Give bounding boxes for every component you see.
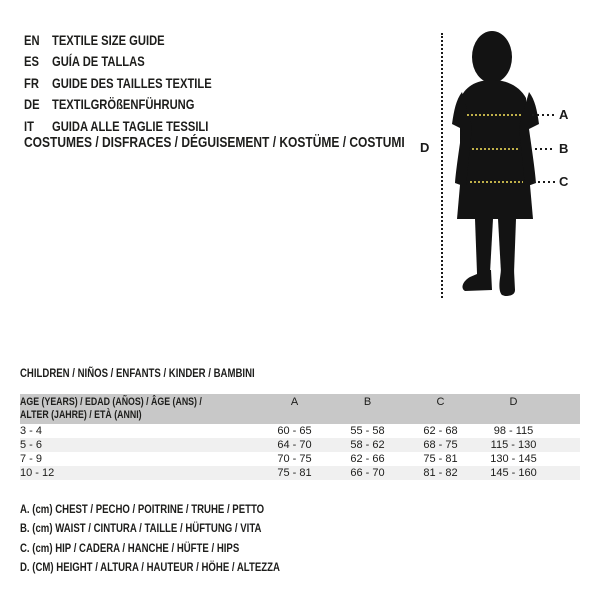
- chest-cell: 64 - 70: [277, 439, 312, 451]
- language-label: GUIDA ALLE TAGLIE TESSILI: [52, 117, 209, 134]
- language-label: GUÍA DE TALLAS: [52, 53, 145, 70]
- language-label: TEXTILE SIZE GUIDE: [52, 32, 165, 48]
- height-cell: 115 - 130: [490, 439, 537, 451]
- column-header-a: A: [290, 396, 299, 408]
- language-code: EN: [24, 32, 40, 48]
- row-spacer: [550, 466, 580, 480]
- legend-chest: A. (cm) CHEST / PECHO / POITRINE / TRUHE…: [20, 502, 265, 516]
- language-code: FR: [24, 74, 39, 91]
- row-spacer: [550, 424, 580, 438]
- chest-cell: 60 - 65: [277, 425, 312, 437]
- silhouette-head: [472, 31, 512, 83]
- height-measure-line: [441, 33, 443, 298]
- table-title-text: CHILDREN / NIÑOS / ENFANTS / KINDER / BA…: [20, 366, 255, 380]
- hip-cell: 75 - 81: [423, 453, 458, 465]
- measurement-legend: A. (cm) CHEST / PECHO / POITRINE / TRUHE…: [20, 500, 345, 577]
- height-cell: 145 - 160: [490, 467, 537, 479]
- language-label: TEXTILGRÖßENFÜHRUNG: [52, 96, 195, 113]
- header-spacer: [550, 394, 580, 424]
- age-cell: 7 - 9: [20, 453, 43, 465]
- age-cell: 5 - 6: [20, 439, 43, 451]
- table-row: 3 - 4 60 - 65 55 - 58 62 - 68 98 - 115: [20, 424, 580, 438]
- waist-label: B: [559, 141, 569, 156]
- height-cell: 130 - 145: [490, 453, 537, 465]
- table-title: CHILDREN / NIÑOS / ENFANTS / KINDER / BA…: [20, 366, 313, 380]
- age-cell: 10 - 12: [20, 467, 55, 479]
- waist-cell: 62 - 66: [350, 453, 385, 465]
- age-header-line2: ALTER (JAHRE) / ETÀ (ANNI): [20, 409, 142, 421]
- language-row: ES GUÍA DE TALLAS: [24, 51, 252, 72]
- legend-height: D. (CM) HEIGHT / ALTURA / HAUTEUR / HÖHE…: [20, 559, 280, 574]
- silhouette-right-leg: [498, 219, 516, 273]
- silhouette-left-leg: [475, 219, 493, 273]
- legend-hip: C. (cm) HIP / CADERA / HANCHE / HÜFTE / …: [20, 540, 240, 555]
- silhouette-shorts: [457, 185, 533, 219]
- age-header-line1: AGE (YEARS) / EDAD (AÑOS) / ÂGE (ANS) /: [20, 396, 202, 408]
- language-code: DE: [24, 96, 40, 113]
- age-cell: 3 - 4: [20, 425, 43, 437]
- language-row: FR GUIDE DES TAILLES TEXTILE: [24, 73, 252, 94]
- waist-cell: 66 - 70: [350, 467, 385, 479]
- hip-label: C: [559, 174, 569, 189]
- height-label: D: [420, 140, 430, 155]
- chest-cell: 75 - 81: [277, 467, 312, 479]
- waist-line-dotted: [535, 148, 555, 150]
- legend-line: A. (cm) CHEST / PECHO / POITRINE / TRUHE…: [20, 500, 345, 519]
- silhouette-torso: [460, 80, 530, 187]
- column-header-d: D: [509, 396, 518, 408]
- language-row: IT GUIDA ALLE TAGLIE TESSILI: [24, 116, 252, 137]
- hip-cell: 81 - 82: [423, 467, 458, 479]
- silhouette-right-foot: [499, 270, 515, 296]
- table-row: 7 - 9 70 - 75 62 - 66 75 - 81 130 - 145: [20, 452, 580, 466]
- height-cell: 98 - 115: [493, 425, 534, 437]
- legend-line: D. (CM) HEIGHT / ALTURA / HAUTEUR / HÖHE…: [20, 558, 345, 577]
- table-row: 5 - 6 64 - 70 58 - 62 68 - 75 115 - 130: [20, 438, 580, 452]
- chest-cell: 70 - 75: [277, 453, 312, 465]
- table-row: 10 - 12 75 - 81 66 - 70 81 - 82 145 - 16…: [20, 466, 580, 480]
- language-code: ES: [24, 53, 39, 70]
- waist-cell: 55 - 58: [350, 425, 385, 437]
- language-code: IT: [24, 117, 34, 134]
- hip-cell: 68 - 75: [423, 439, 458, 451]
- row-spacer: [550, 438, 580, 452]
- waist-cell: 58 - 62: [350, 439, 385, 451]
- language-row: DE TEXTILGRÖßENFÜHRUNG: [24, 94, 252, 115]
- hip-line-dotted: [533, 181, 555, 183]
- age-column-header: AGE (YEARS) / EDAD (AÑOS) / ÂGE (ANS) / …: [20, 394, 258, 424]
- legend-line: B. (cm) WAIST / CINTURA / TAILLE / HÜFTU…: [20, 519, 345, 538]
- row-spacer: [550, 452, 580, 466]
- category-line: COSTUMES / DISFRACES / DÉGUISEMENT / KOS…: [24, 134, 500, 152]
- chest-line-dashes: [467, 114, 523, 116]
- language-guide-list: EN TEXTILE SIZE GUIDE ES GUÍA DE TALLAS …: [24, 30, 252, 137]
- language-row: EN TEXTILE SIZE GUIDE: [24, 30, 252, 51]
- silhouette-left-foot: [462, 270, 492, 291]
- column-header-b: B: [363, 396, 372, 408]
- legend-waist: B. (cm) WAIST / CINTURA / TAILLE / HÜFTU…: [20, 521, 262, 536]
- language-label: GUIDE DES TAILLES TEXTILE: [52, 74, 212, 91]
- size-table: AGE (YEARS) / EDAD (AÑOS) / ÂGE (ANS) / …: [20, 394, 580, 480]
- chest-line-dotted: [532, 114, 555, 116]
- column-header-c: C: [436, 396, 445, 408]
- legend-line: C. (cm) HIP / CADERA / HANCHE / HÜFTE / …: [20, 539, 345, 558]
- hip-line-dashes: [470, 181, 523, 183]
- waist-line-dashes: [472, 148, 519, 150]
- chest-label: A: [559, 107, 569, 122]
- table-header-row: AGE (YEARS) / EDAD (AÑOS) / ÂGE (ANS) / …: [20, 394, 580, 424]
- child-silhouette: [452, 31, 539, 296]
- hip-cell: 62 - 68: [423, 425, 458, 437]
- category-line-text: COSTUMES / DISFRACES / DÉGUISEMENT / KOS…: [24, 134, 405, 151]
